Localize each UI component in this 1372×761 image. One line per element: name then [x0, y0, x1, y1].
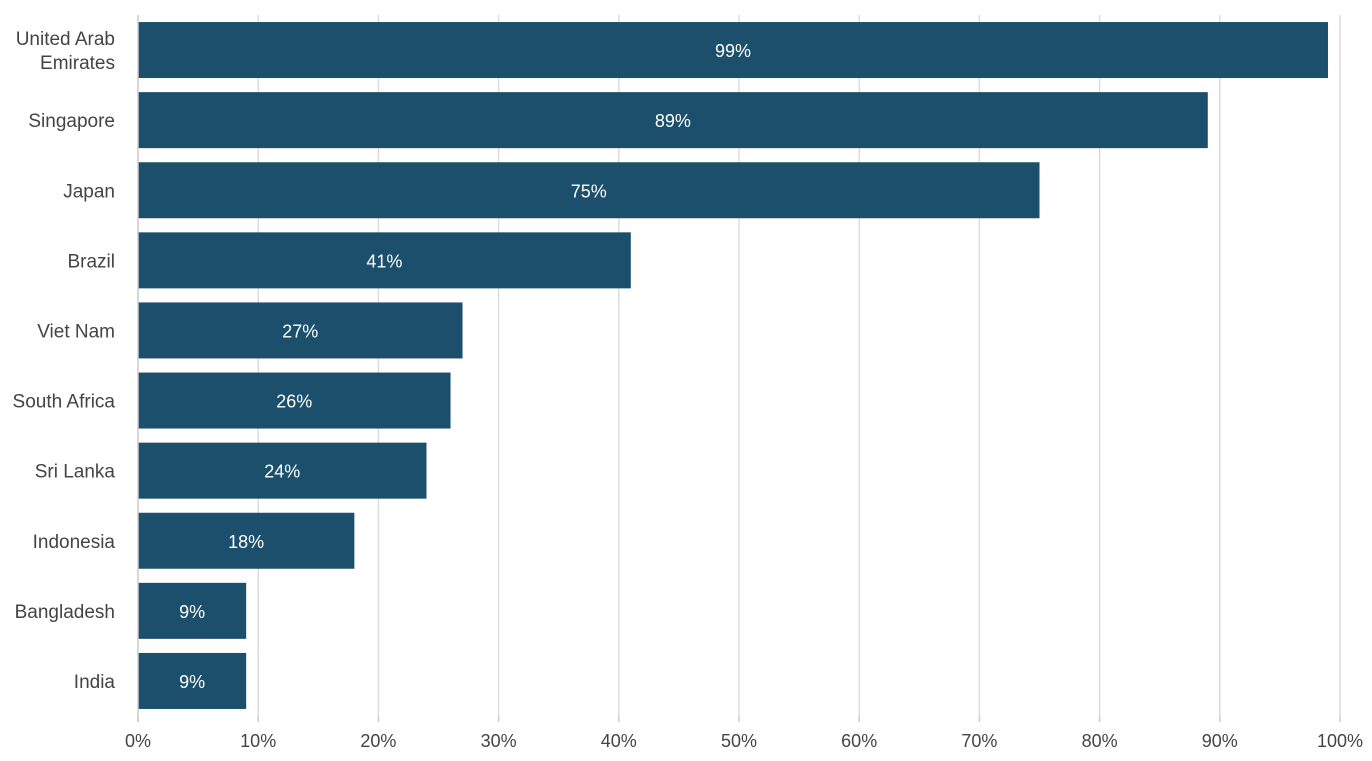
category-label: United Arab Emirates	[16, 29, 115, 74]
x-tick-label: 70%	[961, 731, 997, 751]
data-label: 41%	[366, 251, 402, 271]
data-label: 26%	[276, 392, 312, 412]
category-label: Brazil	[67, 251, 115, 272]
category-label: South Africa	[13, 392, 116, 413]
category-label-line: Japan	[63, 181, 115, 202]
bar	[138, 442, 427, 499]
data-label: 9%	[179, 672, 205, 692]
bar	[138, 232, 631, 289]
bar	[138, 92, 1208, 149]
category-label-line: United Arab	[16, 29, 115, 50]
category-labels: United Arab Emirates Singapore Japan Brazil V…	[13, 29, 116, 693]
category-label-line: Indonesia	[33, 532, 116, 553]
x-tick-label: 50%	[721, 731, 757, 751]
axes	[137, 15, 1341, 722]
x-tick-label: 40%	[601, 731, 637, 751]
category-label-line: India	[74, 672, 116, 693]
category-label-line: Singapore	[28, 111, 115, 132]
category-label: Sri Lanka	[35, 462, 116, 483]
category-label: India	[74, 672, 116, 693]
category-label: Indonesia	[33, 532, 116, 553]
bar	[138, 302, 463, 359]
category-label-line: Bangladesh	[15, 602, 115, 623]
x-tick-label: 60%	[841, 731, 877, 751]
data-label: 27%	[282, 321, 318, 341]
bar	[138, 652, 247, 709]
category-label: Japan	[63, 181, 115, 202]
x-tick-label: 20%	[360, 731, 396, 751]
category-label-line: Viet Nam	[37, 321, 115, 342]
x-tick-label: 30%	[481, 731, 517, 751]
bars	[138, 22, 1328, 709]
data-label: 89%	[655, 111, 691, 131]
category-label: Viet Nam	[37, 321, 115, 342]
x-tick-label: 10%	[240, 731, 276, 751]
bar	[138, 512, 355, 569]
data-label: 99%	[715, 41, 751, 61]
category-label-line: Sri Lanka	[35, 462, 116, 483]
x-tick-label: 80%	[1082, 731, 1118, 751]
bar	[138, 22, 1328, 79]
x-tick-labels: 0% 10% 20% 30% 40% 50% 60% 70% 80% 90% 100%	[125, 731, 1363, 751]
category-label: Bangladesh	[15, 602, 115, 623]
category-label: Singapore	[28, 111, 115, 132]
data-label: 75%	[571, 181, 607, 201]
x-tick-label: 90%	[1202, 731, 1238, 751]
category-label-line: Emirates	[40, 53, 115, 74]
bar	[138, 162, 1040, 219]
x-tick-label: 100%	[1317, 731, 1363, 751]
bar	[138, 372, 451, 429]
data-labels: 99% 89% 75% 41% 27% 26% 24% 18% 9% 9%	[179, 41, 751, 692]
category-label-line: Brazil	[67, 251, 115, 272]
x-tick-label: 0%	[125, 731, 151, 751]
data-label: 18%	[228, 532, 264, 552]
bar	[138, 582, 247, 639]
data-label: 9%	[179, 602, 205, 622]
category-label-line: South Africa	[13, 392, 116, 413]
data-label: 24%	[264, 462, 300, 482]
